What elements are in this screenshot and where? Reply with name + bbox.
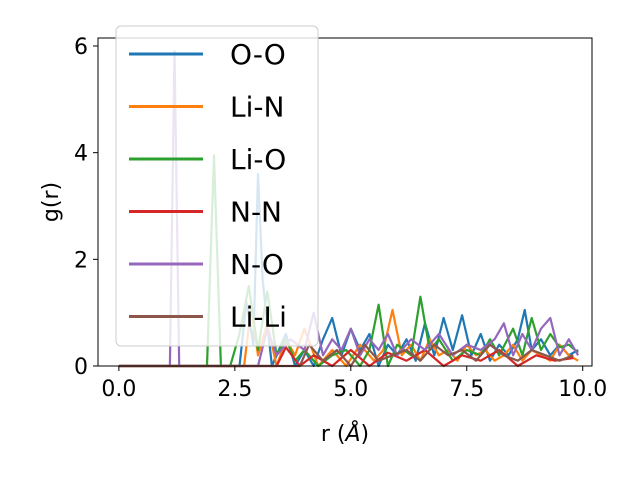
y-axis: 0 2 4 6 — [74, 35, 98, 380]
legend-label: N-O — [230, 248, 284, 281]
legend-label: N-N — [230, 196, 282, 229]
x-tick-label: 2.5 — [217, 377, 252, 402]
y-tick-label: 4 — [74, 142, 88, 167]
legend-label: Li-N — [230, 91, 284, 124]
y-axis-label: g(r) — [39, 182, 64, 222]
legend-box — [115, 25, 319, 347]
series-line-li-li — [118, 343, 574, 368]
x-axis-label: r (Å) — [321, 420, 369, 447]
x-tick-label: 0.0 — [101, 377, 136, 402]
y-tick-label: 6 — [74, 35, 88, 60]
x-tick-label: 5.0 — [333, 377, 368, 402]
x-tick-label: 10.0 — [558, 377, 607, 402]
x-axis: 0.0 2.5 5.0 7.5 10.0 — [101, 366, 607, 402]
legend-label: Li-Li — [230, 301, 287, 334]
legend-label: O-O — [230, 38, 286, 71]
legend: O-O Li-N Li-O N-N N-O Li-Li — [115, 25, 319, 347]
axes-frame — [97, 37, 593, 367]
y-tick-label: 2 — [74, 248, 88, 273]
legend-label: Li-O — [230, 143, 286, 176]
x-tick-label: 7.5 — [449, 377, 484, 402]
y-tick-label: 0 — [74, 355, 88, 380]
